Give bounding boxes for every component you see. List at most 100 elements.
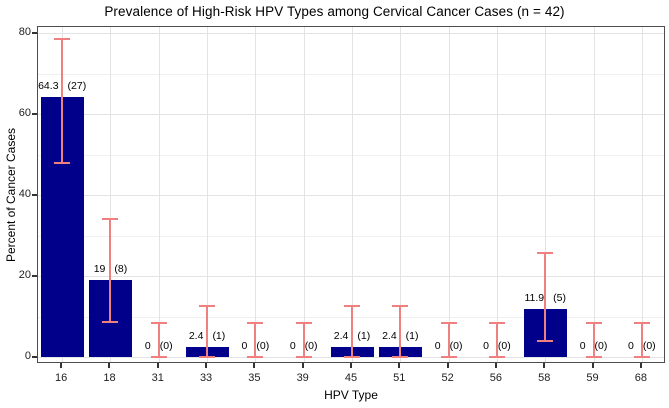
error-bar-cap-bottom — [488, 356, 505, 358]
bar-label-hpv-56: 0 (0) — [437, 340, 557, 352]
bar-label-hpv-68: 0 (0) — [582, 340, 669, 352]
error-bar-cap-top — [102, 217, 119, 220]
error-bar-hpv-31 — [157, 322, 160, 357]
y-tick-label: 60 — [18, 107, 31, 119]
x-gridline-major — [303, 27, 305, 362]
y-gridline-minor — [38, 235, 664, 237]
bar-value-label: 2.4 — [333, 330, 349, 343]
error-bar-hpv-33 — [206, 305, 209, 357]
x-tick-label: 31 — [151, 372, 164, 384]
bar-label-hpv-18: 19 (8) — [50, 263, 170, 275]
error-bar-cap-bottom — [295, 356, 312, 358]
bar-count-label: (5) — [553, 291, 566, 304]
x-axis-tick — [253, 363, 256, 368]
y-axis-tick — [32, 356, 37, 358]
bar-label-hpv-16: 64.3 (27) — [2, 80, 122, 92]
x-axis-tick — [591, 363, 594, 368]
x-gridline-major — [207, 27, 209, 362]
error-bar-hpv-68 — [640, 322, 643, 357]
x-tick-label: 58 — [538, 372, 551, 384]
bar-value-label: 0 — [483, 340, 489, 352]
bar-count-label: (0) — [159, 340, 173, 352]
bar-count-label: (1) — [212, 330, 226, 343]
x-gridline-major — [545, 27, 547, 362]
y-gridline-minor — [38, 73, 664, 75]
x-tick-label: 52 — [441, 372, 454, 384]
x-axis-tick — [398, 363, 401, 368]
bar-count-label: (27) — [67, 79, 87, 92]
x-axis-tick — [446, 363, 449, 368]
error-bar-cap-top — [440, 321, 457, 324]
x-axis-tick — [639, 363, 642, 368]
x-gridline-major — [593, 27, 595, 362]
y-gridline-major — [38, 276, 664, 277]
x-gridline-major — [255, 27, 257, 362]
plot-panel: 64.3 (27) 19 (8) 0 (0) 2.4 (1) 0 (0) 0 (0) 2.4 (1) 2.4… — [37, 26, 665, 363]
x-tick-label: 16 — [55, 372, 68, 384]
error-bar-cap-top — [344, 304, 360, 307]
bar-value-label: 2.4 — [188, 330, 204, 343]
x-axis-tick — [60, 363, 63, 368]
y-gridline-major — [38, 195, 664, 196]
bar-label-hpv-59: 0 (0) — [534, 340, 654, 352]
error-bar-hpv-35 — [254, 322, 257, 357]
y-gridline-minor — [38, 154, 664, 156]
error-bar-hpv-45 — [351, 305, 353, 357]
error-bar-cap-top — [199, 304, 216, 307]
error-bar-cap-top — [585, 321, 602, 324]
x-tick-label: 18 — [103, 372, 116, 384]
error-bar-cap-top — [633, 321, 650, 324]
error-bar-cap-bottom — [392, 355, 409, 358]
error-bar-cap-top — [247, 321, 264, 324]
error-bar-cap-bottom — [537, 339, 554, 342]
y-gridline-major — [38, 33, 664, 34]
bar-label-hpv-31: 0 (0) — [99, 340, 219, 352]
bar-value-label: 0 — [434, 340, 441, 352]
bar-value-label: 0 — [628, 340, 634, 352]
bar-label-hpv-45: 2.4 (1) — [292, 330, 412, 342]
error-bar-cap-top — [537, 252, 554, 255]
x-axis-tick — [108, 363, 111, 368]
bar-label-hpv-39: 0 (0) — [244, 340, 364, 352]
bar-count-label: (1) — [357, 330, 371, 343]
error-bar-cap-bottom — [440, 356, 457, 358]
bar-value-label: 11.9 — [524, 291, 545, 304]
x-gridline-major — [496, 27, 498, 362]
error-bar-cap-bottom — [54, 161, 71, 164]
x-axis-tick — [156, 363, 159, 368]
x-gridline-major — [641, 27, 643, 362]
bar-count-label: (0) — [256, 340, 270, 352]
x-tick-label: 56 — [489, 372, 503, 384]
bar-label-hpv-35: 0 (0) — [195, 340, 315, 352]
chart-title: Prevalence of High-Risk HPV Types among … — [104, 4, 565, 19]
bar-count-label: (0) — [449, 340, 463, 352]
bar-value-label: 64.3 — [38, 79, 59, 92]
error-bar-cap-bottom — [199, 355, 216, 358]
x-gridline-major — [110, 27, 112, 362]
error-bar-cap-bottom — [102, 321, 119, 324]
error-bar-cap-bottom — [585, 356, 602, 358]
bar-count-label: (0) — [304, 340, 318, 352]
bar-value-label: 19 — [93, 263, 106, 276]
x-tick-label: 59 — [586, 372, 599, 384]
bar-count-label: (1) — [405, 330, 419, 343]
y-axis-tick — [32, 194, 37, 196]
y-tick-label: 40 — [18, 188, 31, 200]
bar-value-label: 0 — [289, 340, 296, 352]
x-tick-label: 33 — [199, 372, 213, 384]
x-axis-tick — [494, 363, 497, 368]
x-gridline-major — [400, 27, 402, 362]
error-bar-hpv-52 — [447, 322, 450, 357]
x-axis-tick — [543, 363, 546, 368]
y-tick-label: 0 — [24, 350, 31, 362]
x-tick-label: 35 — [248, 372, 261, 384]
x-axis-tick — [301, 363, 304, 368]
x-gridline-major — [352, 27, 353, 362]
bar-count-label: (0) — [497, 340, 511, 352]
error-bar-hpv-39 — [302, 322, 305, 357]
error-bar-hpv-58 — [544, 253, 547, 341]
error-bar-hpv-51 — [399, 305, 402, 357]
error-bar-cap-bottom — [344, 355, 360, 358]
y-axis-tick — [32, 32, 37, 34]
bar-label-hpv-52: 0 (0) — [389, 340, 509, 352]
